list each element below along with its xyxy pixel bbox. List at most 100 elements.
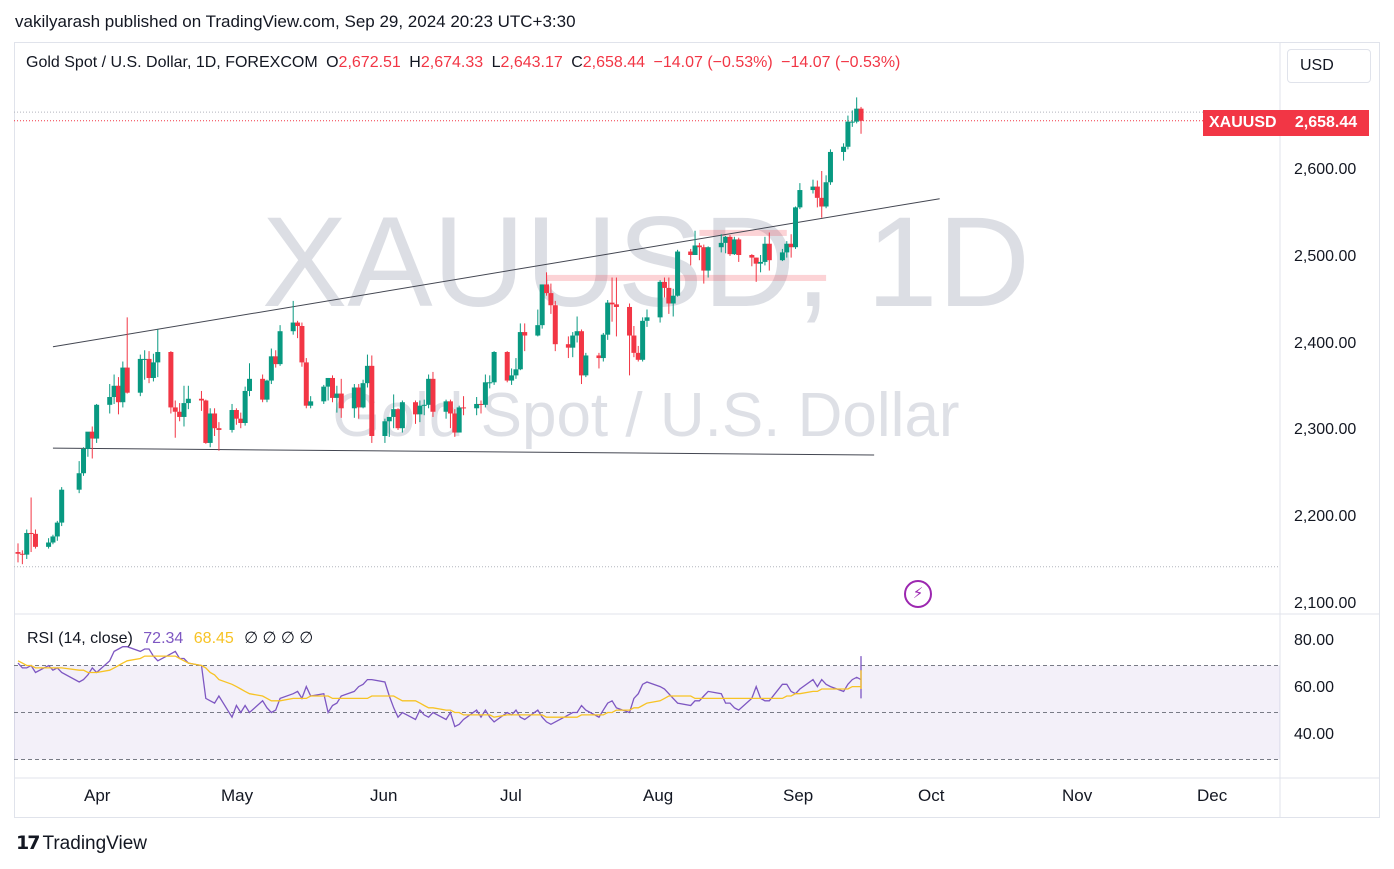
candle-body (54, 522, 60, 537)
candle-body (631, 335, 637, 353)
candle-body (841, 146, 847, 152)
candle-body (753, 257, 759, 264)
legend-low-label: L (491, 54, 501, 71)
candle-body (605, 302, 611, 335)
candle-body (155, 351, 161, 363)
candle-body (644, 317, 650, 321)
tradingview-mark-icon: 17 (16, 832, 40, 854)
candle-body (89, 431, 95, 439)
candle-body (260, 378, 266, 400)
candle-body (849, 121, 855, 123)
price-axis-label: 2,300.00 (1294, 421, 1357, 438)
candle-body (762, 243, 768, 262)
legend-change-2: −14.07 (−0.53%) (781, 54, 901, 71)
candle-body (548, 293, 554, 306)
candle-body (613, 304, 619, 307)
candle-body (810, 186, 816, 191)
candle-body (115, 385, 121, 403)
legend-symbol: Gold Spot / U.S. Dollar, 1D, FOREXCOM (26, 54, 318, 71)
candle-body (395, 409, 401, 429)
rsi-null-values: ∅ ∅ ∅ ∅ (244, 630, 314, 647)
candle-body (539, 284, 545, 326)
candle-body (731, 239, 737, 255)
candle-body (609, 302, 615, 305)
candle-body (854, 108, 860, 122)
candle-body (661, 281, 667, 288)
candle-body (723, 236, 729, 243)
candle-body (640, 320, 646, 360)
candle-body (50, 536, 56, 543)
candle-body (447, 401, 453, 414)
candle-body (28, 532, 34, 534)
candle-body (814, 186, 820, 198)
candle-body (421, 404, 427, 406)
candle-body (76, 473, 82, 490)
currency-button[interactable]: USD (1287, 49, 1371, 83)
legend-change: −14.07 (−0.53%) (653, 54, 773, 71)
candle-body (845, 121, 851, 147)
resistance-zone (699, 229, 787, 236)
candle-body (487, 382, 493, 384)
candle-body (509, 375, 515, 381)
candle-body (364, 365, 370, 384)
candle-body (504, 351, 510, 381)
candle-body (491, 351, 497, 383)
candle-body (168, 351, 174, 408)
candle-body (81, 448, 87, 474)
lightning-icon[interactable]: ⚡ (904, 580, 932, 608)
candle-body (321, 386, 327, 402)
candle-body (391, 409, 397, 417)
candle-body (207, 413, 213, 443)
candle-body (797, 190, 803, 208)
candle-body (325, 377, 331, 387)
candle-body (203, 400, 209, 443)
candle-body (142, 358, 148, 360)
candle-body (823, 182, 829, 207)
candle-body (583, 355, 589, 376)
candle-body (308, 401, 314, 406)
candle-body (185, 398, 191, 404)
candle-body (177, 411, 183, 417)
chart-frame (14, 42, 1380, 818)
candle-body (399, 402, 405, 429)
candle-body (273, 356, 279, 365)
candle-body (85, 431, 91, 449)
candle-body (338, 393, 344, 409)
candle-body (627, 306, 633, 336)
time-axis-label: Oct (918, 786, 945, 805)
tradingview-logo[interactable]: 17 TradingView (16, 832, 147, 855)
candle-body (819, 197, 825, 207)
candle-body (535, 325, 541, 336)
time-axis-label: Sep (783, 786, 814, 805)
candle-body (15, 552, 21, 554)
candle-body (758, 261, 764, 264)
candle-body (150, 362, 156, 378)
candle-body (181, 403, 187, 417)
candle-body (513, 369, 519, 376)
candle-body (574, 331, 580, 336)
candle-body (692, 245, 698, 256)
rsi-axis-label: 60.00 (1294, 679, 1335, 696)
rsi-value: 72.34 (143, 630, 184, 647)
trendline (52, 198, 940, 348)
candle-body (793, 207, 799, 248)
watermark-ticker: XAUUSD, 1D (262, 191, 1030, 334)
candle-body (670, 295, 676, 304)
resistance-zone (546, 274, 827, 281)
candle-body (784, 243, 790, 253)
candle-body (299, 326, 305, 363)
candle-body (107, 397, 113, 405)
candle-body (578, 331, 584, 376)
candle-body (59, 489, 65, 523)
candle-body (443, 401, 449, 412)
rsi-legend: RSI (14, close) 72.34 68.45 ∅ ∅ ∅ ∅ (27, 628, 313, 648)
candle-body (696, 245, 702, 248)
time-axis-label: May (221, 786, 254, 805)
candle-body (229, 410, 235, 430)
candle-body (827, 151, 833, 183)
candle-body (356, 387, 362, 408)
candle-body (705, 247, 711, 271)
legend-low: 2,643.17 (500, 54, 563, 71)
candle-body (456, 407, 462, 433)
